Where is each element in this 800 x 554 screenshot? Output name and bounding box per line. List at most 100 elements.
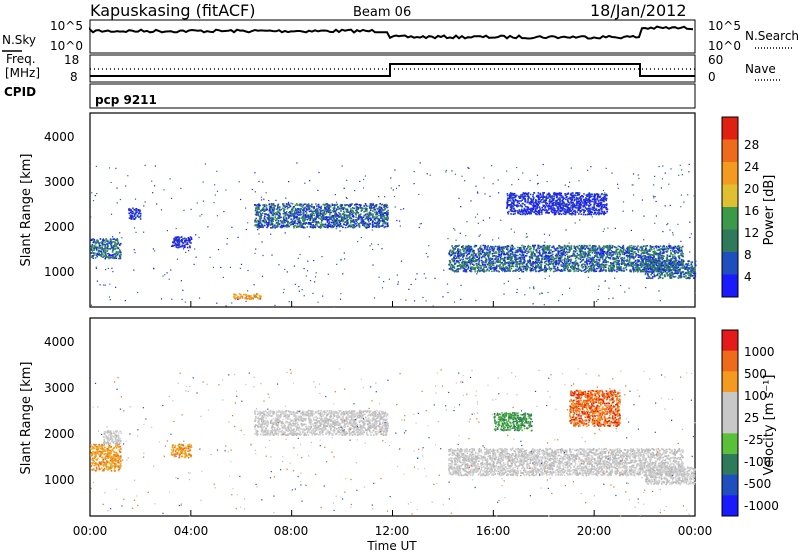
echo-point <box>681 259 683 262</box>
echo-point <box>362 224 364 226</box>
echo-point <box>596 253 599 255</box>
echo-point <box>466 261 468 264</box>
echo-point <box>547 259 550 262</box>
echo-point <box>544 267 546 269</box>
echo-point <box>520 250 522 253</box>
echo-point <box>324 226 326 228</box>
echo-point <box>586 259 588 262</box>
echo-point <box>385 213 388 215</box>
echo-point <box>129 211 132 214</box>
echo-point <box>677 263 679 265</box>
echo-point <box>369 207 371 209</box>
echo-point <box>560 269 563 271</box>
echo-point <box>640 253 643 255</box>
echo-point <box>481 262 484 265</box>
echo-point <box>341 217 343 220</box>
echo-point <box>558 244 560 247</box>
echo-point <box>335 208 338 210</box>
echo-point <box>366 225 368 227</box>
echo-point <box>290 218 293 221</box>
echo-point <box>104 241 106 244</box>
echo-point <box>486 263 489 266</box>
echo-point <box>507 248 509 251</box>
echo-point <box>596 262 599 265</box>
echo-point <box>258 203 260 205</box>
echo-point <box>592 259 594 261</box>
echo-point <box>323 217 326 219</box>
echo-point <box>459 264 461 266</box>
echo-point <box>658 248 660 251</box>
echo-point <box>614 260 616 263</box>
echo-point <box>612 262 614 265</box>
echo-point <box>530 269 533 271</box>
echo-point <box>293 217 295 219</box>
echo-point <box>472 251 474 253</box>
echo-point <box>598 196 600 198</box>
echo-point <box>268 203 271 205</box>
echo-point <box>536 207 538 210</box>
echo-point <box>539 269 542 272</box>
echo-point <box>355 205 358 208</box>
echo-point <box>644 257 646 260</box>
echo-point <box>644 249 646 251</box>
echo-point <box>598 259 600 261</box>
echo-point <box>581 244 583 247</box>
echo-point <box>607 267 610 269</box>
echo-point <box>277 211 280 214</box>
echo-point <box>497 256 499 258</box>
echo-point <box>347 219 350 221</box>
echo-point <box>635 266 637 269</box>
echo-point <box>640 269 643 272</box>
echo-point <box>497 249 499 252</box>
echo-point <box>654 253 657 256</box>
echo-point <box>522 246 525 249</box>
echo-point <box>652 259 655 261</box>
echo-point <box>522 245 525 247</box>
echo-point <box>636 268 639 271</box>
echo-point <box>136 214 139 216</box>
echo-point <box>503 247 505 250</box>
echo-point <box>651 259 654 261</box>
echo-point <box>100 241 103 243</box>
echo-point <box>253 294 255 296</box>
echo-point <box>633 261 636 263</box>
echo-point <box>366 223 368 226</box>
echo-point <box>386 213 389 216</box>
echo-point <box>301 226 304 228</box>
echo-point <box>505 267 507 270</box>
echo-point <box>676 247 678 249</box>
echo-point <box>258 225 261 228</box>
echo-point <box>482 249 484 251</box>
echo-point <box>313 212 315 215</box>
echo-point <box>452 249 455 251</box>
echo-point <box>461 254 464 257</box>
echo-point <box>608 270 611 273</box>
echo-point <box>298 209 301 211</box>
echo-point <box>618 262 621 265</box>
echo-point <box>324 209 327 212</box>
echo-point <box>292 207 294 209</box>
echo-point <box>548 266 551 268</box>
echo-point <box>135 208 138 210</box>
echo-point <box>384 218 387 221</box>
echo-point <box>365 207 367 209</box>
echo-point <box>534 267 536 269</box>
echo-point <box>315 209 318 212</box>
echo-point <box>272 226 274 229</box>
echo-point <box>273 209 275 211</box>
echo-point <box>347 214 349 217</box>
echo-point <box>538 270 540 273</box>
echo-point <box>267 223 270 225</box>
echo-point <box>670 252 672 254</box>
echo-point <box>622 262 625 265</box>
echo-point <box>328 216 330 218</box>
echo-point <box>302 206 304 208</box>
echo-point <box>104 254 107 256</box>
echo-point <box>296 204 299 206</box>
echo-point <box>510 255 512 258</box>
echo-point <box>615 251 617 253</box>
echo-point <box>259 217 262 219</box>
echo-point <box>303 218 305 220</box>
echo-point <box>483 265 486 268</box>
echo-point <box>523 251 525 254</box>
